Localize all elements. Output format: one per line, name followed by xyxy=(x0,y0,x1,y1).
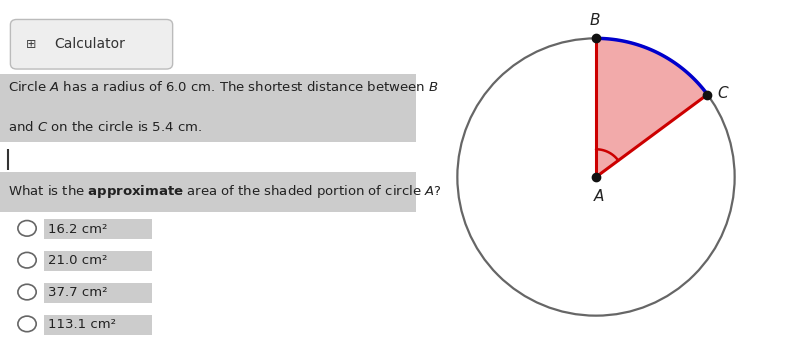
Text: B: B xyxy=(590,13,600,28)
Text: A: A xyxy=(594,189,605,204)
FancyBboxPatch shape xyxy=(44,283,152,303)
Text: 16.2 cm²: 16.2 cm² xyxy=(48,223,107,235)
FancyBboxPatch shape xyxy=(44,219,152,239)
FancyBboxPatch shape xyxy=(10,19,173,69)
FancyBboxPatch shape xyxy=(0,172,416,212)
Text: Calculator: Calculator xyxy=(54,37,125,51)
Text: 113.1 cm²: 113.1 cm² xyxy=(48,318,116,331)
Text: Circle $\it{A}$ has a radius of 6.0 cm. The shortest distance between $\it{B}$: Circle $\it{A}$ has a radius of 6.0 cm. … xyxy=(8,80,439,94)
Text: 21.0 cm²: 21.0 cm² xyxy=(48,255,107,267)
Text: ⊞: ⊞ xyxy=(26,38,37,51)
FancyBboxPatch shape xyxy=(44,315,152,335)
Wedge shape xyxy=(596,38,707,177)
FancyBboxPatch shape xyxy=(44,251,152,271)
Text: What is the $\bf{approximate}$ area of the shaded portion of circle $\it{A}$?: What is the $\bf{approximate}$ area of t… xyxy=(8,183,442,200)
FancyBboxPatch shape xyxy=(0,74,416,142)
Text: 37.7 cm²: 37.7 cm² xyxy=(48,286,107,299)
FancyBboxPatch shape xyxy=(0,106,183,142)
Text: and $\it{C}$ on the circle is 5.4 cm.: and $\it{C}$ on the circle is 5.4 cm. xyxy=(8,120,202,135)
Text: C: C xyxy=(718,86,729,101)
